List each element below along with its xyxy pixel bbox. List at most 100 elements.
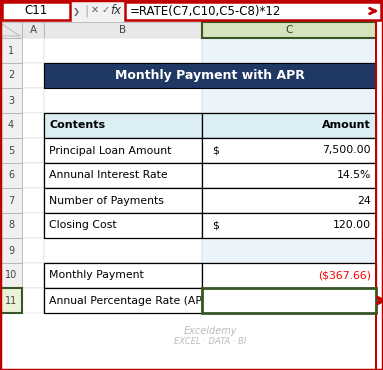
Bar: [44, 22, 202, 38]
Text: ✓: ✓: [102, 5, 110, 15]
Bar: [44, 263, 202, 288]
Bar: [44, 163, 202, 188]
Bar: [22, 63, 44, 88]
Text: Contents: Contents: [49, 121, 105, 131]
Bar: [22, 213, 44, 238]
Bar: [375, 22, 377, 370]
Bar: [202, 63, 376, 88]
Text: 7,500.00: 7,500.00: [322, 145, 371, 155]
Text: EXCEL · DATA · BI: EXCEL · DATA · BI: [174, 337, 246, 346]
Bar: [202, 163, 376, 188]
Bar: [0, 163, 22, 188]
Bar: [44, 288, 202, 313]
Bar: [44, 138, 202, 163]
Bar: [202, 138, 376, 163]
Text: Amount: Amount: [322, 121, 371, 131]
Bar: [44, 238, 202, 263]
Text: ❯: ❯: [72, 7, 80, 16]
Text: $: $: [212, 221, 219, 231]
Text: 3: 3: [8, 95, 14, 105]
Bar: [44, 288, 202, 313]
Text: 2: 2: [8, 71, 14, 81]
Bar: [44, 63, 376, 88]
Bar: [125, 2, 381, 20]
Bar: [44, 113, 202, 138]
Bar: [0, 213, 22, 238]
Bar: [202, 288, 376, 313]
Bar: [202, 188, 376, 213]
Bar: [202, 238, 376, 263]
Bar: [22, 138, 44, 163]
Bar: [202, 163, 376, 188]
Text: C11: C11: [25, 4, 47, 17]
Text: Principal Loan Amount: Principal Loan Amount: [49, 145, 171, 155]
Text: 4: 4: [8, 121, 14, 131]
Bar: [0, 22, 22, 38]
Text: 1: 1: [8, 46, 14, 56]
Text: 7: 7: [8, 195, 14, 205]
Bar: [202, 213, 376, 238]
Text: $: $: [212, 145, 219, 155]
Bar: [202, 288, 376, 313]
Text: 5: 5: [8, 145, 14, 155]
Text: 17.78%: 17.78%: [330, 296, 371, 306]
Text: Closing Cost: Closing Cost: [49, 221, 117, 231]
Text: B: B: [119, 25, 126, 35]
Text: =RATE(C7,C10,C5-C8)*12: =RATE(C7,C10,C5-C8)*12: [130, 4, 282, 17]
Bar: [0, 38, 22, 63]
Text: Monthly Payment with APR: Monthly Payment with APR: [115, 69, 305, 82]
Text: C: C: [285, 25, 293, 35]
Bar: [44, 188, 202, 213]
Text: ✕: ✕: [91, 5, 99, 15]
Bar: [22, 163, 44, 188]
Bar: [202, 213, 376, 238]
Text: Annunal Interest Rate: Annunal Interest Rate: [49, 171, 168, 181]
Text: Monthly Payment: Monthly Payment: [49, 270, 144, 280]
Text: Number of Payments: Number of Payments: [49, 195, 164, 205]
Text: Exceldemy: Exceldemy: [183, 326, 237, 336]
Bar: [202, 263, 376, 288]
Bar: [0, 263, 22, 288]
Text: 8: 8: [8, 221, 14, 231]
Text: fx: fx: [110, 4, 121, 17]
Text: Annual Percentage Rate (APR): Annual Percentage Rate (APR): [49, 296, 214, 306]
Bar: [0, 113, 22, 138]
Text: |: |: [85, 4, 89, 17]
Text: 11: 11: [5, 296, 17, 306]
Bar: [0, 88, 22, 113]
Bar: [44, 63, 202, 88]
Bar: [0, 238, 22, 263]
Text: 9: 9: [8, 246, 14, 256]
Bar: [0, 0, 383, 22]
Bar: [22, 288, 44, 313]
Bar: [44, 263, 202, 288]
Text: ($367.66): ($367.66): [318, 270, 371, 280]
Text: 10: 10: [5, 270, 17, 280]
Text: A: A: [29, 25, 36, 35]
Bar: [44, 138, 202, 163]
Bar: [44, 213, 202, 238]
Bar: [44, 163, 202, 188]
Bar: [22, 22, 44, 38]
Bar: [202, 113, 376, 138]
Text: 24: 24: [357, 195, 371, 205]
Bar: [44, 38, 202, 63]
Bar: [44, 88, 202, 113]
Bar: [202, 22, 376, 38]
Bar: [44, 113, 202, 138]
Bar: [0, 188, 22, 213]
Bar: [202, 263, 376, 288]
Bar: [202, 188, 376, 213]
Bar: [22, 88, 44, 113]
Bar: [22, 38, 44, 63]
Text: 6: 6: [8, 171, 14, 181]
Bar: [202, 138, 376, 163]
Bar: [44, 188, 202, 213]
Bar: [22, 238, 44, 263]
Bar: [0, 63, 22, 88]
Bar: [22, 113, 44, 138]
Text: 14.5%: 14.5%: [337, 171, 371, 181]
Text: 120.00: 120.00: [333, 221, 371, 231]
Bar: [202, 113, 376, 138]
Bar: [202, 38, 376, 63]
